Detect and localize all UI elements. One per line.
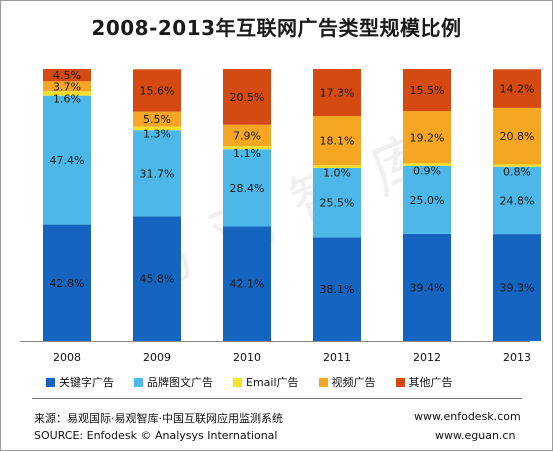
data-label: 1.0%: [323, 166, 351, 179]
legend-item-3: 视频广告: [318, 374, 376, 390]
data-label: 15.5%: [410, 84, 445, 97]
bar-segment: [493, 107, 541, 165]
data-label: 38.1%: [320, 283, 355, 296]
data-label: 25.0%: [410, 194, 445, 207]
legend: 关键字广告 品牌图文广告 Email广告 视频广告 其他广告: [46, 374, 453, 390]
bar-segment: [223, 146, 271, 150]
data-label: 28.4%: [230, 182, 265, 195]
bar-segment: [223, 69, 271, 125]
data-label: 5.5%: [143, 113, 171, 126]
legend-item-1: 品牌图文广告: [134, 374, 213, 390]
bar-segment: [403, 69, 451, 112]
source-cn: 来源：易观国际·易观智库·中国互联网应用监测系统: [34, 412, 283, 425]
legend-label: 视频广告: [331, 376, 376, 389]
x-tick-label: 2011: [323, 351, 351, 364]
bar-segment: [313, 237, 361, 341]
data-label: 1.1%: [233, 147, 261, 160]
data-label: 42.8%: [50, 277, 85, 290]
bar-segment: [313, 168, 361, 238]
data-label: 3.7%: [53, 80, 81, 93]
bar-segment: [43, 91, 91, 96]
legend-item-2: Email广告: [233, 374, 299, 390]
data-label: 1.6%: [53, 92, 81, 105]
legend-swatch: [134, 377, 143, 387]
bar-segment: [313, 116, 361, 166]
url-eguan[interactable]: www.eguan.cn: [435, 429, 516, 442]
bar-segment: [313, 165, 361, 169]
data-label: 17.3%: [320, 87, 355, 100]
data-label: 20.8%: [500, 130, 535, 143]
bar-segment: [493, 234, 541, 341]
data-label: 20.5%: [230, 91, 265, 104]
data-label: 42.1%: [230, 278, 265, 291]
legend-label: 其他广告: [408, 376, 453, 389]
bar-segment: [133, 216, 181, 341]
legend-item-4: 其他广告: [395, 374, 453, 390]
data-label: 14.2%: [500, 83, 535, 96]
data-label: 4.5%: [53, 69, 81, 82]
data-label: 19.2%: [410, 131, 445, 144]
bar-segment: [493, 164, 541, 167]
chart-title: 2008-2013年互联网广告类型规模比例: [91, 16, 462, 40]
bar-segment: [493, 69, 541, 108]
data-label: 24.8%: [500, 194, 535, 207]
bar-segment: [133, 111, 181, 127]
bar-segment: [313, 69, 361, 117]
url-enfodesk[interactable]: www.enfodesk.com: [414, 410, 521, 423]
bar-segment: [43, 69, 91, 82]
bar-segment: [403, 165, 451, 234]
data-label: 31.7%: [140, 167, 175, 180]
x-tick-label: 2012: [413, 351, 441, 364]
legend-swatch: [395, 377, 405, 387]
data-label: 45.8%: [140, 273, 175, 286]
legend-item-0: 关键字广告: [46, 374, 114, 390]
bar-segment: [403, 111, 451, 164]
legend-swatch: [46, 377, 55, 387]
bar-segment: [43, 95, 91, 225]
data-label: 39.4%: [410, 281, 445, 294]
footer-divider: [32, 398, 522, 399]
legend-label: 品牌图文广告: [147, 376, 213, 389]
bar-segment: [403, 163, 451, 166]
data-label: 0.9%: [413, 164, 441, 177]
data-label: 39.3%: [500, 282, 535, 295]
bar-segment: [43, 81, 91, 92]
legend-swatch: [318, 377, 328, 387]
bar-segment: [133, 69, 181, 112]
legend-label: Email广告: [246, 376, 299, 389]
data-label: 0.8%: [503, 165, 531, 178]
x-tick-label: 2009: [143, 351, 171, 364]
legend-label: 关键字广告: [59, 376, 114, 389]
bar-segment: [223, 226, 271, 341]
bar-segment: [493, 166, 541, 235]
data-label: 15.6%: [140, 84, 175, 97]
bar-segment: [133, 126, 181, 131]
x-tick-label: 2013: [503, 351, 531, 364]
legend-swatch: [233, 377, 242, 387]
bar-segment: [223, 124, 271, 147]
data-label: 1.3%: [143, 128, 171, 141]
data-label: 7.9%: [233, 130, 261, 143]
data-label: 18.1%: [320, 135, 355, 148]
x-tick-label: 2010: [233, 351, 261, 364]
data-label: 25.5%: [320, 197, 355, 210]
bar-segment: [223, 149, 271, 227]
x-tick-label: 2008: [53, 351, 81, 364]
bar-segment: [43, 224, 91, 341]
bar-segment: [403, 233, 451, 341]
bar-segment: [133, 130, 181, 217]
source-en: SOURCE: Enfodesk © Analysys Internationa…: [34, 429, 278, 442]
data-label: 47.4%: [50, 154, 85, 167]
